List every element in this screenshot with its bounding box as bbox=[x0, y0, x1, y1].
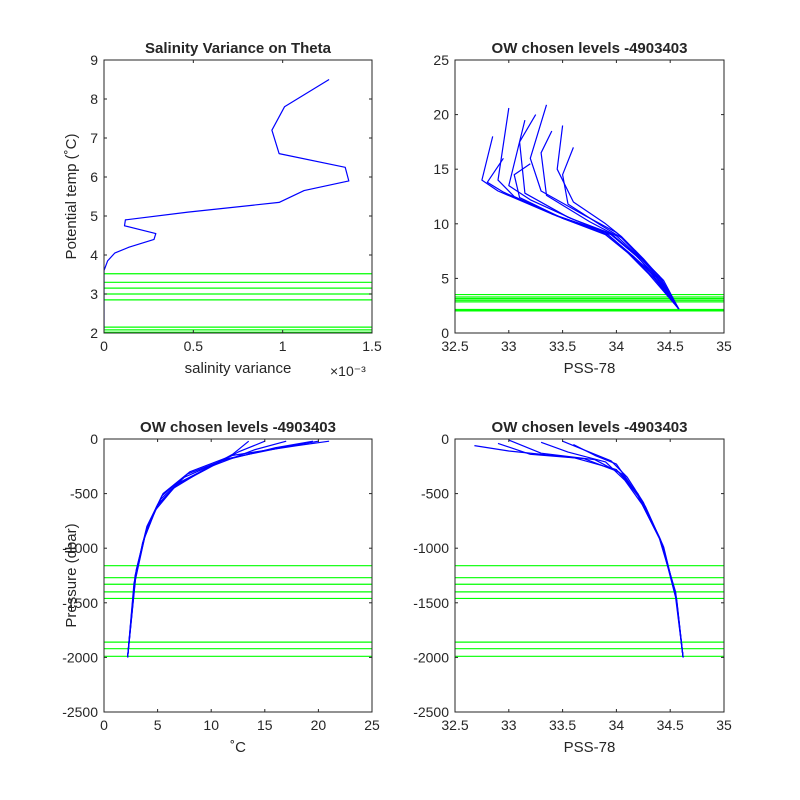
panel-4-x-tick-label-5: 34.5 bbox=[657, 717, 684, 733]
panel-1-y-tick-label-8: 9 bbox=[90, 52, 98, 68]
panel-2-y-tick-label-1: 0 bbox=[441, 325, 449, 341]
panel-1-y-tick-label-4: 5 bbox=[90, 208, 98, 224]
panel-3-y-tick-label-1: 0 bbox=[90, 431, 98, 447]
panel-2-plot-area bbox=[455, 60, 724, 333]
panel-1-x-tick-label-3: 1 bbox=[279, 338, 287, 354]
panel-1-y-tick-label-7: 8 bbox=[90, 91, 98, 107]
panel-1-data bbox=[104, 78, 372, 333]
panel-3-x-axis-label: ˚C bbox=[230, 739, 246, 756]
panel-2-frame bbox=[454, 59, 725, 334]
panel-1-y-tick-label-5: 6 bbox=[90, 169, 98, 185]
panel-3-y-tick-label-5: -2000 bbox=[62, 649, 98, 665]
panel-3-x-tick-label-4: 15 bbox=[257, 717, 273, 733]
panel-3-y-tick-label-2: -500 bbox=[70, 486, 98, 502]
panel-1-plot-area bbox=[104, 60, 372, 333]
panel-3-x-tick-label-1: 0 bbox=[100, 717, 108, 733]
panel-3-data bbox=[104, 440, 372, 658]
panel-2-title: OW chosen levels -4903403 bbox=[492, 40, 688, 57]
panel-2-y-tick-label-4: 15 bbox=[433, 161, 449, 177]
panel-4-y-tick-label-5: -2000 bbox=[413, 649, 449, 665]
panel-2-x-tick-label-6: 35 bbox=[716, 338, 732, 354]
panel-4-frame bbox=[454, 438, 725, 713]
panel-1-x-axis-label: salinity variance bbox=[185, 360, 292, 377]
panel-3-x-tick-label-3: 10 bbox=[203, 717, 219, 733]
panel-2-series-8 bbox=[561, 147, 680, 310]
panel-4-x-axis-label: PSS-78 bbox=[564, 739, 616, 756]
panel-3-plot-area bbox=[104, 439, 372, 712]
panel-1-y-tick-label-2: 3 bbox=[90, 286, 98, 302]
panel-3-x-tick-label-2: 5 bbox=[154, 717, 162, 733]
panel-3-axes: 0 5 10 15 20 25 0 -500 -1000 -1500 -2000 -2500 OW ch… bbox=[62, 419, 380, 756]
panel-4-plot-area bbox=[455, 439, 724, 712]
panel-4-title: OW chosen levels -4903403 bbox=[492, 419, 688, 436]
panel-1-axes: 0 0.5 1 1.5 2 3 4 5 6 7 8 9 Salinity Variance on The… bbox=[63, 40, 382, 379]
panel-3-y-tick-label-6: -2500 bbox=[62, 704, 98, 720]
panel-3-y-tick-label-3: -1000 bbox=[62, 540, 98, 556]
panel-2-x-axis-label: PSS-78 bbox=[564, 360, 616, 377]
panel-3-y-axis-label: Pressure (dbar) bbox=[63, 523, 80, 627]
panel-1-x-exponent-label: ×10⁻³ bbox=[330, 363, 366, 379]
panel-2-x-tick-label-4: 34 bbox=[609, 338, 625, 354]
panel-3-x-tick-label-6: 25 bbox=[364, 717, 380, 733]
panel-4-y-tick-label-1: 0 bbox=[441, 431, 449, 447]
panel-2-series-7 bbox=[540, 130, 680, 310]
panel-4-series-6 bbox=[573, 443, 684, 658]
panel-1-y-tick-label-1: 2 bbox=[90, 325, 98, 341]
panel-2-axes: 32.5 33 33.5 34 34.5 35 0 5 10 15 20 25 OW chosen le… bbox=[433, 40, 732, 377]
panel-2-x-tick-label-1: 32.5 bbox=[441, 338, 468, 354]
panel-1-title: Salinity Variance on Theta bbox=[145, 40, 332, 57]
panel-4-y-tick-label-3: -1000 bbox=[413, 540, 449, 556]
panel-2-x-tick-label-2: 33 bbox=[501, 338, 517, 354]
panel-1-frame bbox=[103, 59, 373, 334]
panel-3-x-tick-label-5: 20 bbox=[311, 717, 327, 733]
panel-4-axes: 32.5 33 33.5 34 34.5 35 0 -500 -1000 -1500 -2000 -2… bbox=[413, 419, 732, 756]
panel-4-x-tick-label-3: 33.5 bbox=[549, 717, 576, 733]
panel-2-y-tick-label-3: 10 bbox=[433, 216, 449, 232]
panel-2-y-tick-label-2: 5 bbox=[441, 270, 449, 286]
panel-4-data bbox=[455, 439, 724, 658]
panel-2-x-tick-label-3: 33.5 bbox=[549, 338, 576, 354]
panel-2-y-tick-label-5: 20 bbox=[433, 107, 449, 123]
panel-4-x-tick-label-1: 32.5 bbox=[441, 717, 468, 733]
panel-3-series-6 bbox=[127, 440, 250, 658]
panel-4-y-tick-label-2: -500 bbox=[421, 486, 449, 502]
panel-4-x-tick-label-2: 33 bbox=[501, 717, 517, 733]
panel-2-x-tick-label-5: 34.5 bbox=[657, 338, 684, 354]
panel-1-y-tick-label-6: 7 bbox=[90, 130, 98, 146]
panel-1-x-tick-label-2: 0.5 bbox=[184, 338, 204, 354]
panel-3-frame bbox=[103, 438, 373, 713]
panel-4-x-tick-label-4: 34 bbox=[609, 717, 625, 733]
panel-2-series-10 bbox=[513, 163, 680, 310]
panel-4-y-tick-label-6: -2500 bbox=[413, 704, 449, 720]
panel-1-y-tick-label-3: 4 bbox=[90, 247, 98, 263]
panel-1-y-axis-label: Potential temp (˚C) bbox=[63, 134, 80, 260]
panel-4-y-tick-label-4: -1500 bbox=[413, 595, 449, 611]
panel-2-data bbox=[455, 104, 724, 312]
panel-1-series-1 bbox=[104, 78, 350, 330]
panel-3-title: OW chosen levels -4903403 bbox=[140, 419, 336, 436]
panel-1-x-tick-label-4: 1.5 bbox=[362, 338, 382, 354]
panel-1-x-tick-label-1: 0 bbox=[100, 338, 108, 354]
panel-2-y-tick-label-6: 25 bbox=[433, 52, 449, 68]
panel-3-y-tick-label-4: -1500 bbox=[62, 595, 98, 611]
panel-4-x-tick-label-6: 35 bbox=[716, 717, 732, 733]
